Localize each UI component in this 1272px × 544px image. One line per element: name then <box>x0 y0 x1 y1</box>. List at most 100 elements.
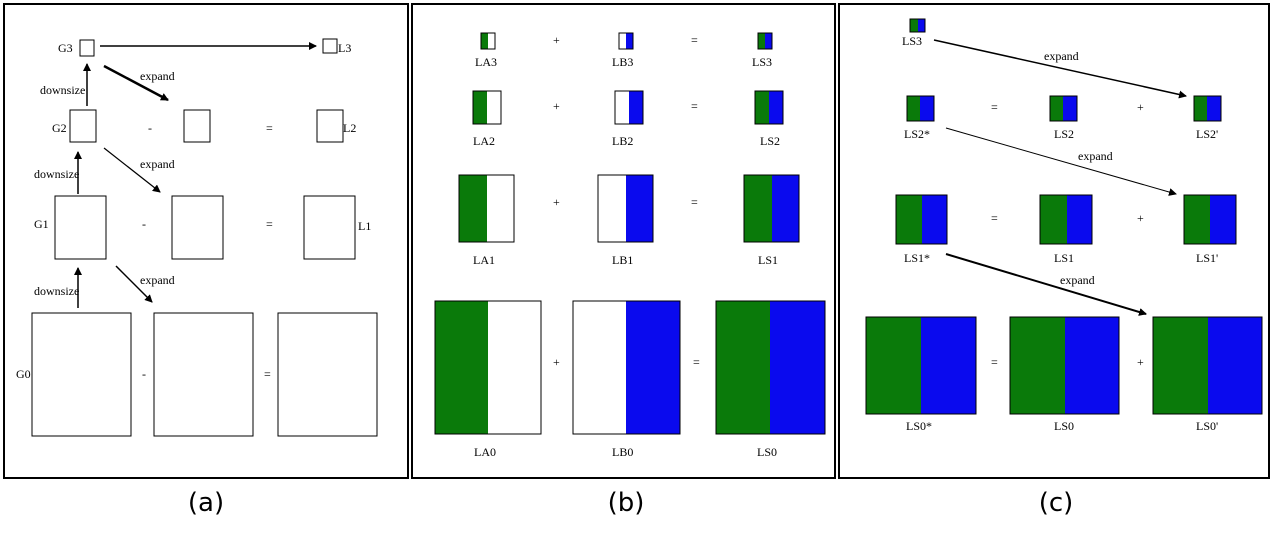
box-g0 <box>31 312 132 437</box>
image-ls2-star <box>906 95 935 122</box>
image-ls0-b <box>715 300 826 435</box>
image-ls0-prime <box>1152 316 1263 415</box>
image-ls3-c <box>909 18 926 33</box>
panel-c-diagram: LS3 expand LS2* = LS2 + LS2' expand <box>865 18 1263 433</box>
label-ls1-c: LS1 <box>1054 251 1074 265</box>
label-ls2-prime: LS2' <box>1196 127 1218 141</box>
equals-c0: = <box>991 355 998 369</box>
arrow-expand-1 <box>115 265 153 303</box>
plus-2: + <box>553 99 560 113</box>
minus-2: - <box>148 121 152 135</box>
panel-a-diagram: G3 L3 expand downsize G2 - = L2 expand d… <box>16 38 378 437</box>
image-ls1-b <box>743 174 800 243</box>
equals-b2: = <box>691 99 698 113</box>
label-g1: G1 <box>34 217 49 231</box>
label-ls0-prime: LS0' <box>1196 419 1218 433</box>
label-l1: L1 <box>358 219 371 233</box>
equals-c1: = <box>991 211 998 225</box>
label-l2: L2 <box>343 121 356 135</box>
box-g3 <box>79 39 95 57</box>
plus-0: + <box>553 355 560 369</box>
label-ls1-star: LS1* <box>904 251 930 265</box>
caption-c: (c) <box>1038 488 1074 518</box>
label-ls2-star: LS2* <box>904 127 930 141</box>
box-g1 <box>54 195 107 260</box>
box-l1 <box>303 195 356 260</box>
arrow-expand-3 <box>103 64 169 102</box>
label-ls1-prime: LS1' <box>1196 251 1218 265</box>
image-ls2-b <box>754 90 784 125</box>
label-l3: L3 <box>338 41 351 55</box>
label-expand-c2: expand <box>1078 149 1113 163</box>
image-la0 <box>434 300 542 435</box>
label-expand-1: expand <box>140 273 175 287</box>
label-downsize-1: downsize <box>34 167 79 181</box>
equals-b0: = <box>693 355 700 369</box>
label-downsize-2: downsize <box>40 83 85 97</box>
caption-b: (b) <box>607 488 645 518</box>
equals-b3: = <box>691 33 698 47</box>
caption-a: (a) <box>187 488 225 518</box>
image-la3 <box>480 32 496 50</box>
label-downsize-0: downsize <box>34 284 79 298</box>
label-lb3: LB3 <box>612 55 633 69</box>
arrow-expand-c3 <box>933 39 1187 99</box>
box-g1-expanded <box>171 195 224 260</box>
panel-b-diagram: LA3 + LB3 = LS3 LA2 + LB2 = <box>434 32 826 459</box>
image-ls2-prime <box>1193 95 1222 122</box>
label-expand-3: expand <box>140 69 175 83</box>
label-ls2-b: LS2 <box>760 134 780 148</box>
label-la3: LA3 <box>475 55 497 69</box>
box-g2 <box>69 109 97 143</box>
image-la1 <box>458 174 515 243</box>
label-expand-c1: expand <box>1060 273 1095 287</box>
image-la2 <box>472 90 502 125</box>
image-ls2-c <box>1049 95 1078 122</box>
minus-0: - <box>142 367 146 381</box>
label-la2: LA2 <box>473 134 495 148</box>
image-ls3-b <box>757 32 773 50</box>
image-lb0 <box>572 300 681 435</box>
image-ls0-c <box>1009 316 1120 415</box>
equals-b1: = <box>691 195 698 209</box>
label-la0: LA0 <box>474 445 496 459</box>
label-g0: G0 <box>16 367 31 381</box>
plus-3: + <box>553 33 560 47</box>
label-lb2: LB2 <box>612 134 633 148</box>
label-lb1: LB1 <box>612 253 633 267</box>
image-lb1 <box>597 174 654 243</box>
label-expand-2: expand <box>140 157 175 171</box>
label-la1: LA1 <box>473 253 495 267</box>
box-l2 <box>316 109 344 143</box>
box-g0-expanded <box>153 312 254 437</box>
label-g3: G3 <box>58 41 73 55</box>
image-lb2 <box>614 90 644 125</box>
box-l0 <box>277 312 378 437</box>
minus-1: - <box>142 217 146 231</box>
image-ls1-prime <box>1183 194 1237 245</box>
label-ls3-c: LS3 <box>902 34 922 48</box>
equals-c2: = <box>991 100 998 114</box>
equals-2: = <box>266 121 273 135</box>
plus-c1: + <box>1137 211 1144 225</box>
label-expand-c3: expand <box>1044 49 1079 63</box>
equals-1: = <box>266 217 273 231</box>
arrow-expand-c2 <box>945 127 1177 196</box>
image-ls1-c <box>1039 194 1093 245</box>
plus-c0: + <box>1137 355 1144 369</box>
arrow-expand-2 <box>103 147 161 193</box>
label-ls1-b: LS1 <box>758 253 778 267</box>
arrow-expand-c1 <box>945 253 1147 316</box>
plus-1: + <box>553 195 560 209</box>
label-ls0-c: LS0 <box>1054 419 1074 433</box>
label-ls3-b: LS3 <box>752 55 772 69</box>
box-g2-expanded <box>183 109 211 143</box>
label-ls2-c: LS2 <box>1054 127 1074 141</box>
image-lb3 <box>618 32 634 50</box>
label-lb0: LB0 <box>612 445 633 459</box>
label-g2: G2 <box>52 121 67 135</box>
label-ls0-star: LS0* <box>906 419 932 433</box>
plus-c2: + <box>1137 100 1144 114</box>
image-ls0-star <box>865 316 977 415</box>
